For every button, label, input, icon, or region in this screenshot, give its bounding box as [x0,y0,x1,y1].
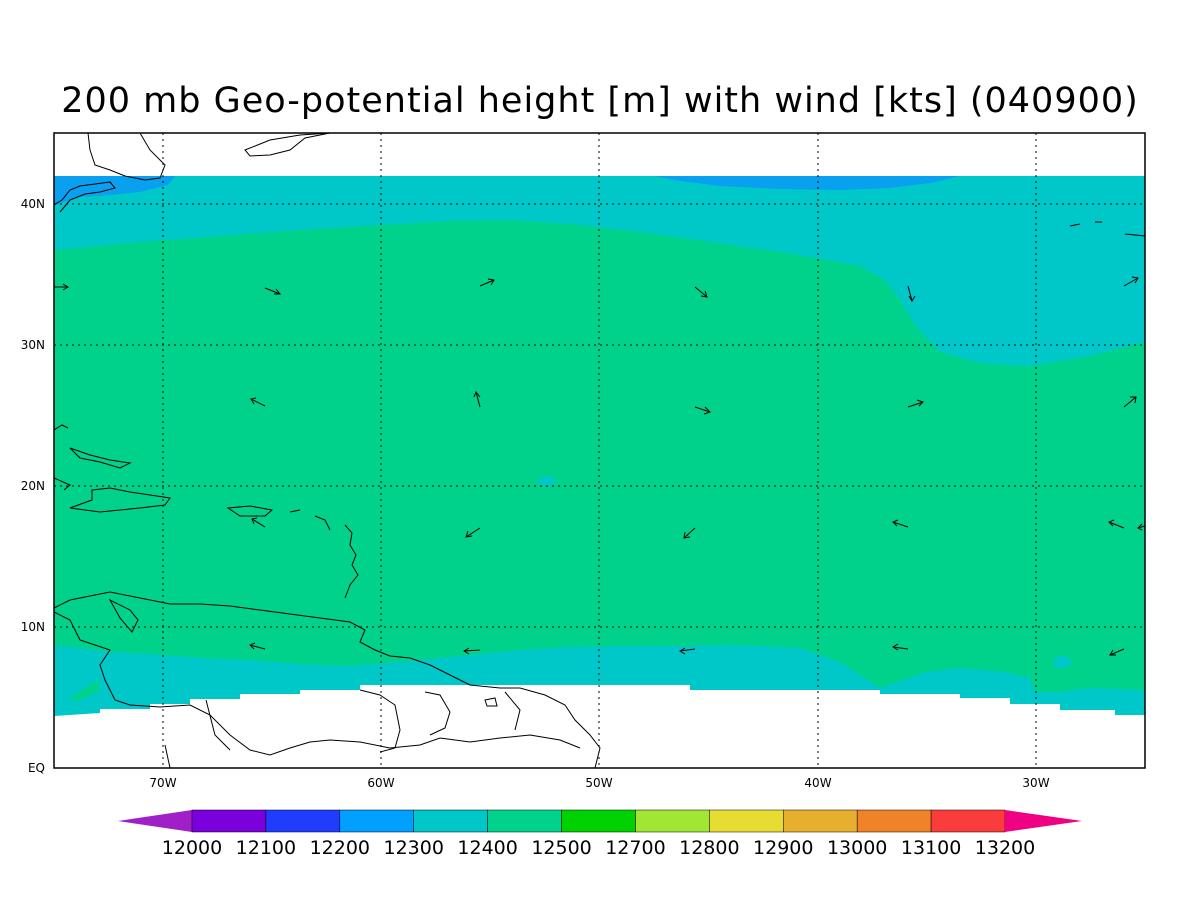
plot-frame [53,132,1146,769]
wind-arrow [892,519,909,528]
lon-tick-label: 50W [585,776,612,790]
colorbar-level-label: 12500 [531,837,591,859]
colorbar-extend-high [1005,810,1082,832]
colorbar-swatch [783,809,858,833]
colorbar-level-label: 13100 [901,837,961,859]
lon-tick-labels: 70W 60W 50W 40W 30W [149,776,1049,790]
lat-tick-labels: EQ 10N 20N 30N 40N [21,197,45,775]
wind-arrow [892,643,909,651]
wind-arrow [683,527,696,539]
contour-speck [538,476,556,486]
wind-arrow [1123,396,1137,408]
contour-speck [1053,656,1071,668]
coastlines [54,133,1145,768]
wind-arrow [473,391,481,408]
colorbar-level-label: 12300 [384,837,444,859]
colorbar-level-label: 12200 [310,837,370,859]
colorbar-extend-low [118,810,192,832]
colorbar-level-label: 12900 [753,837,813,859]
wind-arrow [251,517,266,528]
lat-tick-label: EQ [28,761,45,775]
wind-arrow [463,647,481,655]
colorbar-level-label: 12400 [457,837,517,859]
wind-arrow [1137,523,1146,531]
wind-arrow [264,287,282,295]
lat-tick-label: 30N [21,338,45,352]
wind-arrow [250,397,266,407]
wind-arrow [1109,648,1125,656]
colorbar: 12000 12100 12200 12300 12400 12500 12700 12800… [118,809,1082,859]
wind-vectors [54,276,1146,656]
colorbar-swatch [191,809,267,833]
colorbar-swatch [561,809,636,833]
map-gridlines [54,133,1145,768]
wind-arrow [479,278,495,287]
wind-arrow [907,285,916,302]
colorbar-swatch [856,809,932,833]
lat-tick-label: 20N [21,479,45,493]
wind-arrow [694,286,708,298]
colorbar-swatch [487,809,562,833]
lon-tick-label: 60W [367,776,394,790]
contour-12400 [54,220,1145,692]
lat-tick-label: 40N [21,197,45,211]
lat-tick-label: 10N [21,620,45,634]
colorbar-swatch [635,809,710,833]
lon-tick-label: 40W [804,776,831,790]
colorbar-swatch [413,809,488,833]
contour-speck [68,680,100,700]
colorbar-swatch [930,809,1006,833]
map-title: 200 mb Geo-potential height [m] with win… [61,81,1139,121]
wind-arrow [1108,519,1125,529]
colorbar-swatch [339,809,414,833]
contour-12200-east [655,176,960,190]
colorbar-level-label: 13200 [975,837,1035,859]
colorbar-level-label: 13000 [827,837,887,859]
wind-arrow [679,647,696,655]
lon-tick-label: 70W [149,776,176,790]
wind-arrow [54,283,69,291]
colorbar-swatch [265,809,341,833]
colorbar-level-label: 12100 [236,837,296,859]
lon-tick-label: 30W [1022,776,1049,790]
wind-arrow [465,527,481,538]
colorbar-level-label: 12000 [162,837,222,859]
colorbar-swatch [709,809,784,833]
wind-arrow [1123,276,1139,287]
colorbar-level-label: 12700 [605,837,665,859]
wind-arrow [694,406,711,415]
height-field [54,133,1145,768]
wind-arrow [907,399,924,408]
contour-12200 [54,176,175,205]
wind-arrow [249,642,266,650]
colorbar-level-label: 12800 [679,837,739,859]
